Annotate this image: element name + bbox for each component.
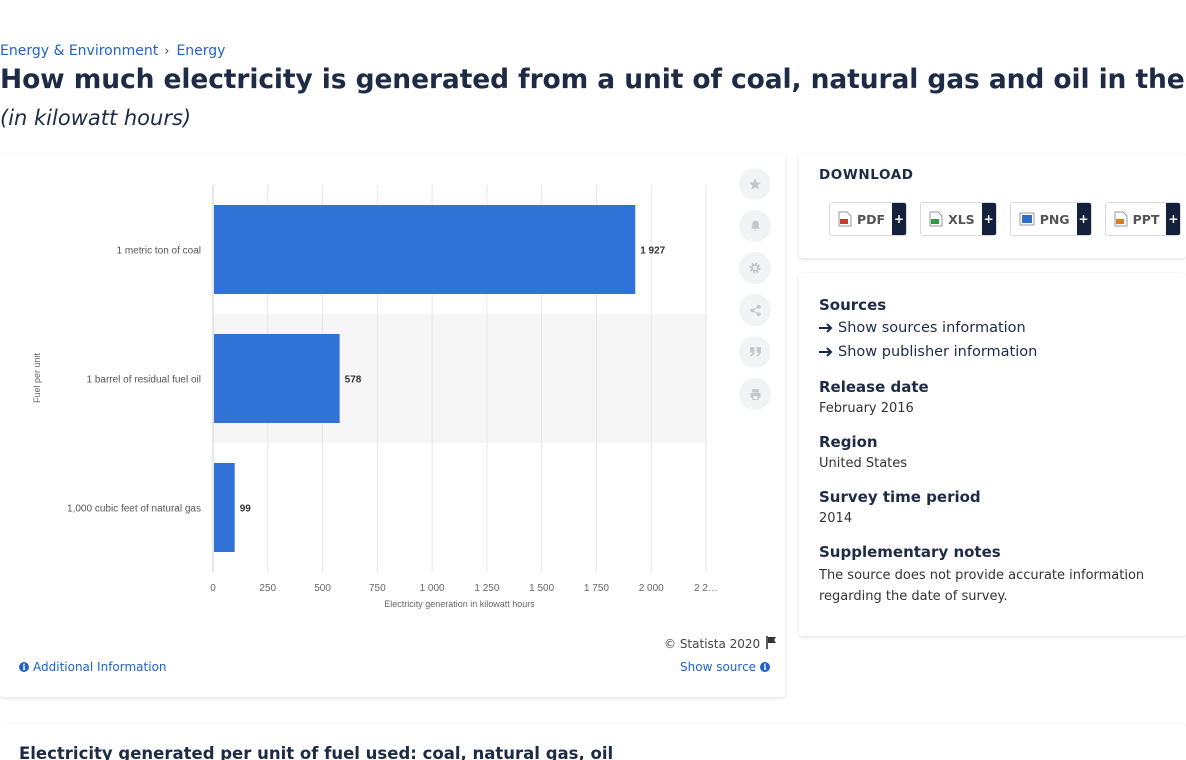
bar-chart: 0 250 500 750 1 000 1 250 1 500 1 750 2 000 2 2… 1… [32,185,718,609]
xls-file-icon [929,211,943,227]
bar [214,463,235,552]
release-date-value: February 2016 [819,401,914,416]
show-sources-label: Show sources information [838,320,1026,336]
page-title: How much electricity is generated from a… [0,64,1186,95]
download-pdf-label: PDF [857,211,886,227]
arrow-right-icon [819,323,833,333]
additional-information-link[interactable]: i Additional Information [19,660,167,674]
share-icon [749,304,761,316]
cite-button[interactable] [739,336,771,368]
show-source-label: Show source [680,660,757,674]
x-tick-label: 1 000 [420,583,445,594]
copyright-text: © Statista 2020 [664,637,761,651]
show-sources-link[interactable]: Show sources information [819,320,1026,336]
bell-icon [750,220,760,231]
region-label: Region [819,433,878,451]
data-label: 99 [240,504,252,515]
x-tick-label: 250 [259,583,276,594]
plus-icon: + [981,203,996,235]
breadcrumb-item-energy[interactable]: Energy [176,43,226,59]
category-label: 1,000 cubic feet of natural gas [67,504,201,515]
pdf-file-icon [838,211,852,227]
category-label: 1 metric ton of coal [117,246,201,257]
category-label: 1 barrel of residual fuel oil [86,375,201,386]
download-ppt-main: PPT [1105,203,1167,235]
copyright: © Statista 2020 [664,636,778,652]
download-png-label: PNG [1039,211,1070,227]
release-date-label: Release date [819,378,929,396]
download-card: DOWNLOAD PDF + XLS + PNG [799,154,1186,258]
supplementary-notes-value: The source does not provide accurate inf… [819,568,1145,604]
quote-icon [749,347,761,357]
print-icon [750,388,760,400]
survey-period-value: 2014 [819,511,853,526]
download-ppt-button[interactable]: PPT + [1104,202,1182,236]
download-pdf-button[interactable]: PDF + [829,202,908,236]
download-png-button[interactable]: PNG + [1009,202,1092,236]
arrow-right-icon [819,347,833,357]
sources-label: Sources [819,296,887,314]
x-tick-label: 1 250 [474,583,499,594]
region-value: United States [819,456,908,471]
chart-card: 0 250 500 750 1 000 1 250 1 500 1 750 2 000 2 2… 1… [0,154,785,697]
y-axis-title: Fuel per unit [32,352,42,403]
download-buttons: PDF + XLS + PNG + [829,202,1182,236]
download-xls-label: XLS [948,211,975,227]
related-content-card: Electricity generated per unit of fuel u… [0,724,1186,760]
page-subtitle: (in kilowatt hours) [0,106,192,130]
plus-icon: + [1076,203,1091,235]
favorite-button[interactable] [739,168,771,200]
bar [214,205,636,294]
download-xls-main: XLS [921,203,982,235]
data-label: 578 [345,375,362,386]
data-label: 1 927 [640,246,665,257]
breadcrumb-item-energy-environment[interactable]: Energy & Environment [0,43,159,59]
bar [214,334,340,423]
gear-icon [749,262,761,274]
x-tick-label: 500 [314,583,331,594]
related-content-title: Electricity generated per unit of fuel u… [19,744,614,760]
x-tick-label: 750 [369,583,386,594]
x-tick-label: 2 000 [639,583,664,594]
notification-button[interactable] [739,210,771,242]
png-file-icon [1019,212,1035,226]
download-ppt-label: PPT [1132,211,1160,227]
survey-period-label: Survey time period [819,488,981,506]
chart-tools [739,168,771,420]
settings-button[interactable] [739,252,771,284]
flag-icon[interactable] [766,636,778,652]
download-xls-button[interactable]: XLS + [920,202,997,236]
show-source-link[interactable]: Show source i [680,660,771,674]
breadcrumb-separator: › [164,43,170,59]
star-icon [749,178,761,190]
plus-icon: + [1166,203,1181,235]
print-button[interactable] [739,378,771,410]
plus-icon: + [892,203,907,235]
statistic-info-card: Sources Show sources information Show pu… [799,273,1186,636]
x-axis-title: Electricity generation in kilowatt hours [384,599,535,609]
download-pdf-main: PDF [830,203,893,235]
download-title: DOWNLOAD [819,167,914,183]
ppt-file-icon [1114,211,1128,227]
x-tick-label: 1 750 [584,583,609,594]
download-png-main: PNG [1010,203,1077,235]
breadcrumb: Energy & Environment › Energy [0,43,225,59]
info-icon: i [19,662,29,672]
additional-information-label: Additional Information [33,660,167,674]
supplementary-notes-label: Supplementary notes [819,543,1001,561]
x-tick-label: 2 2… [694,583,718,594]
x-tick-label: 1 500 [529,583,554,594]
share-button[interactable] [739,294,771,326]
info-icon: i [760,662,771,672]
show-publisher-link[interactable]: Show publisher information [819,344,1037,360]
x-tick-label: 0 [210,583,216,594]
show-publisher-label: Show publisher information [838,344,1038,360]
